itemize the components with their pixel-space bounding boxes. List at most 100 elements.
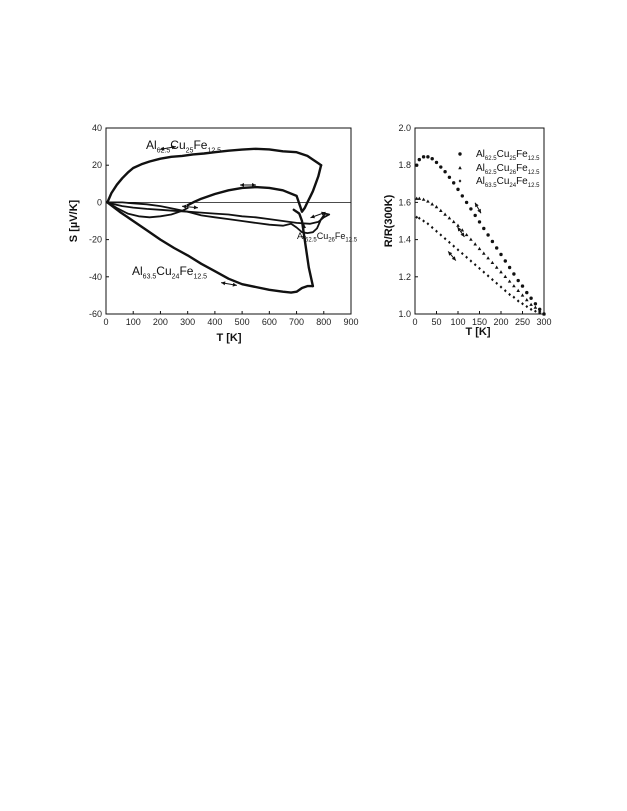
data-point <box>507 279 512 283</box>
data-point <box>529 307 533 311</box>
label-subscript: 25 <box>186 147 194 154</box>
data-point <box>417 196 422 200</box>
label-subscript: 62.5 <box>305 238 317 244</box>
data-point <box>495 246 499 250</box>
thermopower-panel: 0 100 200 300 400 500 600 700 800 90040200-20-40-… <box>68 123 359 344</box>
data-point <box>415 163 419 167</box>
data-point <box>481 251 486 255</box>
label-element: Cu <box>170 138 185 152</box>
data-point <box>499 285 503 289</box>
label-element: Cu <box>497 176 510 187</box>
direction-arrow <box>160 145 176 151</box>
data-point <box>469 207 473 211</box>
right-y-axis-label: R/R(300K) <box>383 194 395 247</box>
label-element: Al <box>476 176 485 187</box>
data-point <box>447 216 452 220</box>
label-subscript: 12.5 <box>528 170 540 176</box>
data-point <box>430 156 434 161</box>
label-element: Al <box>146 138 157 152</box>
data-point <box>417 157 421 162</box>
left-x-axis-label: T [K] <box>216 332 241 344</box>
y-tick-label: 40 <box>92 123 102 133</box>
label-subscript: 26 <box>509 170 516 176</box>
data-point <box>430 225 434 230</box>
data-point <box>460 194 464 198</box>
data-point <box>465 255 468 259</box>
data-point <box>495 281 499 285</box>
data-point <box>486 233 490 237</box>
data-point <box>460 228 465 232</box>
y-tick-label: 2.0 <box>398 123 411 133</box>
data-point <box>512 272 516 276</box>
data-point <box>434 160 439 165</box>
label-element: Fe <box>193 138 207 152</box>
legend-label-1: Al62.5Cu26Fe12.5 <box>476 163 540 176</box>
data-point <box>482 270 486 274</box>
label-subscript: 24 <box>509 183 516 189</box>
legend-label-2: Al63.5Cu24Fe12.5 <box>476 176 540 189</box>
data-point <box>534 309 537 313</box>
data-point <box>439 233 443 237</box>
data-point <box>520 284 525 288</box>
data-point <box>443 170 447 174</box>
label-element: Fe <box>179 264 193 278</box>
data-point <box>426 222 430 226</box>
x-tick-label: 250 <box>515 317 530 327</box>
data-point <box>469 237 473 241</box>
r-series-0 <box>415 155 546 316</box>
label-subscript: 24 <box>172 273 180 280</box>
y-tick-label: -20 <box>89 235 102 245</box>
x-tick-label: 0 <box>412 317 417 327</box>
x-tick-label: 600 <box>262 317 277 327</box>
data-point <box>542 312 546 316</box>
series-label-b: Al62.5Cu26Fe12.5 <box>297 231 358 244</box>
right-axis-ticks: 0 50 100 150 200 250 300 2.0 1.8 1.6 1.4 1.2 1.0 <box>398 123 551 327</box>
left-axis-ticks: 0 100 200 300 400 500 600 700 800 90040200-20-40-… <box>89 123 359 327</box>
data-point <box>491 277 494 282</box>
data-point <box>516 278 520 283</box>
data-point <box>415 215 419 219</box>
data-point <box>438 208 443 212</box>
data-point <box>460 251 464 256</box>
data-point <box>421 197 426 201</box>
y-tick-label: -60 <box>89 309 102 319</box>
x-tick-label: 700 <box>289 317 304 327</box>
series-2-branch-1 <box>292 208 315 288</box>
label-subscript: 62.5 <box>485 156 497 162</box>
y-tick-label: 1.8 <box>398 160 411 170</box>
label-subscript: 25 <box>509 156 516 162</box>
label-subscript: 63.5 <box>143 273 157 280</box>
direction-arrow <box>474 202 482 214</box>
data-point <box>439 165 443 169</box>
series-label-a: Al62.5Cu25Fe12.5 <box>146 138 221 154</box>
y-tick-label: 0 <box>97 197 102 207</box>
x-tick-label: 0 <box>103 317 108 327</box>
data-point <box>451 219 456 224</box>
data-point <box>452 244 456 248</box>
data-point <box>490 260 495 265</box>
label-element: Cu <box>156 264 171 278</box>
series-label-c: Al63.5Cu24Fe12.5 <box>132 264 207 280</box>
resistivity-panel: 0 50 100 150 200 250 300 2.0 1.8 1.6 1.4 1.2 1.0 T [… <box>383 123 552 338</box>
data-point <box>464 200 469 205</box>
direction-arrow <box>240 183 256 187</box>
data-point <box>486 274 490 278</box>
label-element: Cu <box>317 231 329 241</box>
left-plot-frame <box>105 127 352 315</box>
x-tick-label: 400 <box>207 317 222 327</box>
data-point <box>452 181 456 185</box>
data-point <box>456 187 460 192</box>
data-point <box>529 296 533 300</box>
data-point <box>414 196 419 200</box>
label-element: Fe <box>516 176 528 187</box>
data-point <box>521 302 524 306</box>
y-tick-label: 1.4 <box>398 235 411 245</box>
data-point <box>512 295 516 299</box>
data-point <box>507 265 512 270</box>
y-tick-label: -40 <box>89 272 102 282</box>
x-tick-label: 100 <box>126 317 141 327</box>
direction-arrow <box>221 281 237 287</box>
data-point <box>456 223 460 227</box>
label-subscript: 12.5 <box>345 238 357 244</box>
data-point <box>443 237 447 241</box>
